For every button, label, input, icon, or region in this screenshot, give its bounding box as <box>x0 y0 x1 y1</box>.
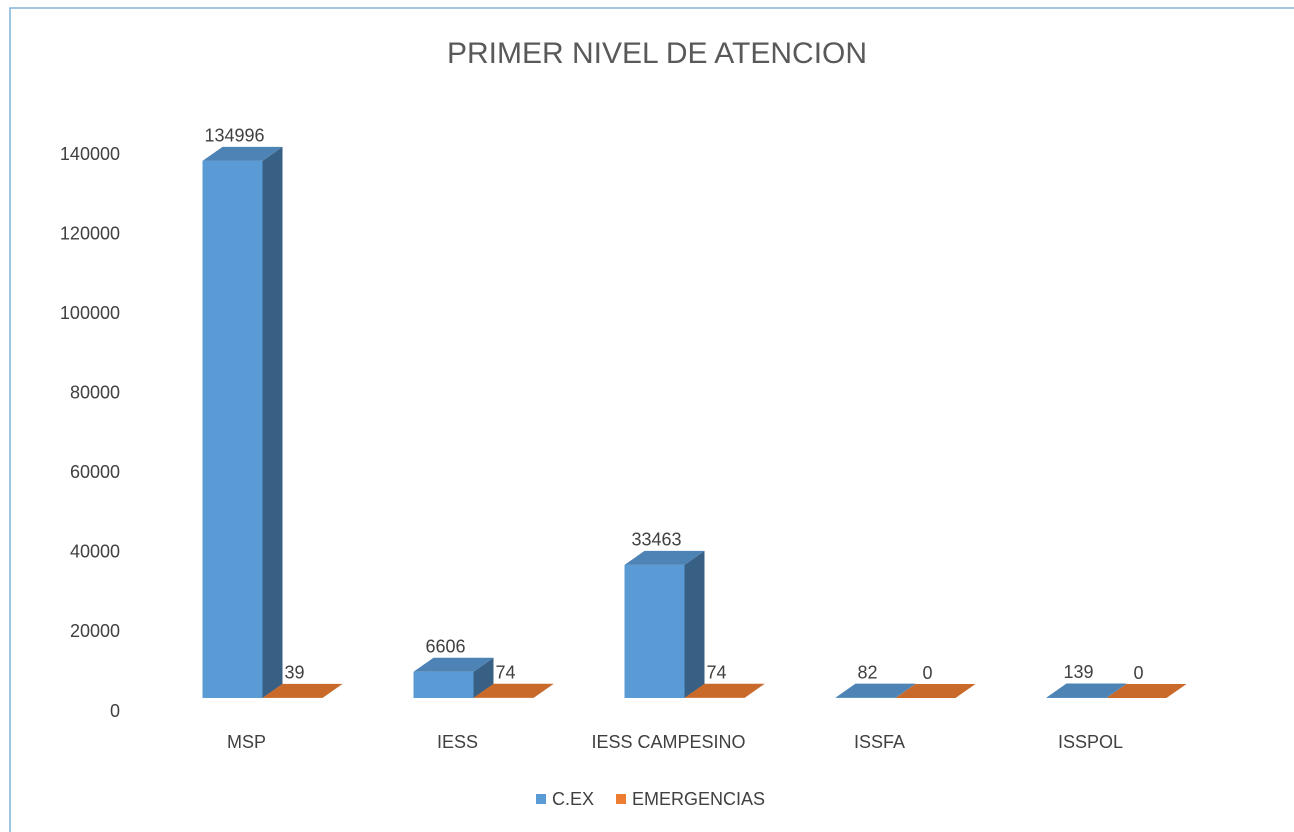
data-label: 74 <box>706 662 726 682</box>
bar-side <box>684 550 705 698</box>
y-tick-label: 100000 <box>60 303 120 323</box>
data-label: 0 <box>1133 663 1143 683</box>
bar <box>202 146 283 699</box>
bar-top <box>262 683 343 698</box>
bar <box>413 657 494 698</box>
bar <box>262 683 343 698</box>
bar-top <box>1106 684 1187 698</box>
bar-side <box>744 683 765 698</box>
x-tick-label: ISSFA <box>854 732 905 752</box>
data-label: 0 <box>922 663 932 683</box>
bar-side <box>1106 683 1127 698</box>
bar <box>473 683 554 698</box>
bar <box>1046 683 1127 698</box>
bar-top <box>1046 683 1127 698</box>
data-label: 33463 <box>631 530 681 550</box>
bar <box>835 683 916 698</box>
bar <box>895 684 976 698</box>
bar-side <box>895 683 916 698</box>
bar-top <box>473 683 554 698</box>
y-tick-label: 20000 <box>70 621 120 641</box>
y-tick-label: 140000 <box>60 144 120 164</box>
bar <box>624 550 705 698</box>
chart-frame <box>9 7 1294 832</box>
data-label: 6606 <box>425 636 465 656</box>
bar-top <box>624 550 705 565</box>
x-tick-label: IESS CAMPESINO <box>591 732 745 752</box>
y-tick-label: 0 <box>110 701 120 721</box>
legend-label: EMERGENCIAS <box>632 789 765 809</box>
y-tick-label: 60000 <box>70 462 120 482</box>
bar-front <box>624 564 685 698</box>
bar-top <box>835 683 916 698</box>
data-label: 82 <box>857 662 877 682</box>
bar-top <box>202 146 283 161</box>
bar-front <box>1046 697 1107 698</box>
bar-top <box>895 684 976 698</box>
bar-side <box>533 683 554 698</box>
bar <box>1106 684 1187 698</box>
bar-side <box>322 683 343 698</box>
bar-front <box>202 160 263 699</box>
bar-top <box>413 657 494 672</box>
y-tick-label: 120000 <box>60 223 120 243</box>
chart-title: PRIMER NIVEL DE ATENCION <box>447 37 867 70</box>
data-label: 134996 <box>204 126 264 146</box>
legend-swatch <box>616 794 627 804</box>
x-tick-label: MSP <box>227 732 266 752</box>
data-label: 39 <box>284 663 304 683</box>
y-tick-label: 40000 <box>70 542 120 562</box>
bar-top <box>684 683 765 698</box>
data-label: 139 <box>1063 662 1093 682</box>
bar-side <box>262 146 283 699</box>
bar-front <box>413 671 474 698</box>
data-label: 74 <box>495 662 515 682</box>
legend-swatch <box>536 794 546 804</box>
y-tick-label: 80000 <box>70 382 120 402</box>
bar-side <box>473 657 494 698</box>
x-tick-label: IESS <box>437 732 478 752</box>
bar <box>684 683 765 698</box>
x-tick-label: ISSPOL <box>1058 732 1123 752</box>
legend-label: C.EX <box>552 789 594 809</box>
